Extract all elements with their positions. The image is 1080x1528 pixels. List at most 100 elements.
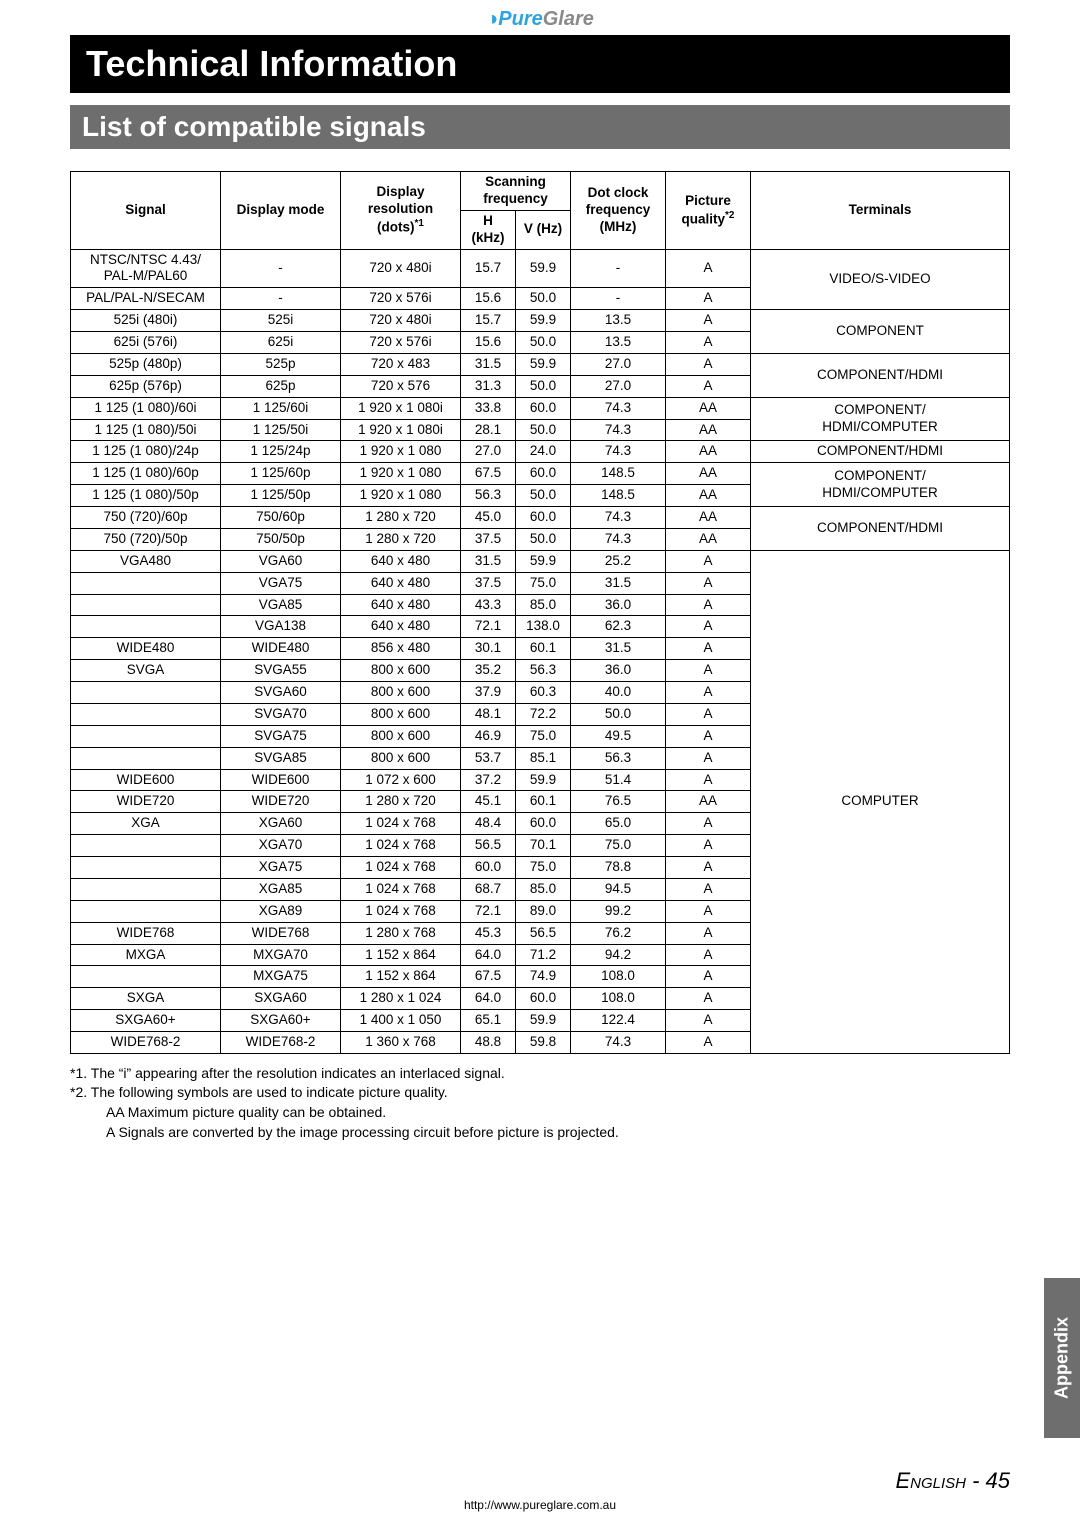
side-tab-appendix: Appendix bbox=[1044, 1278, 1080, 1438]
cell-pq: A bbox=[666, 747, 751, 769]
cell-mode: VGA85 bbox=[221, 594, 341, 616]
cell-h: 45.0 bbox=[461, 507, 516, 529]
cell-res: 1 024 x 768 bbox=[341, 878, 461, 900]
th-term: Terminals bbox=[751, 172, 1010, 250]
cell-v: 60.0 bbox=[516, 507, 571, 529]
cell-signal bbox=[71, 747, 221, 769]
cell-mode: XGA85 bbox=[221, 878, 341, 900]
brand-left: Pure bbox=[498, 8, 542, 30]
cell-pq: A bbox=[666, 1010, 751, 1032]
cell-h: 30.1 bbox=[461, 638, 516, 660]
cell-res: 1 152 x 864 bbox=[341, 966, 461, 988]
cell-dot: 13.5 bbox=[571, 310, 666, 332]
cell-signal: WIDE768 bbox=[71, 922, 221, 944]
cell-v: 72.2 bbox=[516, 703, 571, 725]
cell-v: 85.0 bbox=[516, 594, 571, 616]
cell-mode: XGA70 bbox=[221, 835, 341, 857]
th-pq-sup: *2 bbox=[725, 210, 734, 221]
cell-h: 65.1 bbox=[461, 1010, 516, 1032]
cell-pq: A bbox=[666, 249, 751, 288]
cell-mode: WIDE480 bbox=[221, 638, 341, 660]
cell-h: 15.6 bbox=[461, 288, 516, 310]
cell-h: 37.5 bbox=[461, 572, 516, 594]
cell-dot: 108.0 bbox=[571, 988, 666, 1010]
cell-v: 89.0 bbox=[516, 900, 571, 922]
table-row: NTSC/NTSC 4.43/PAL-M/PAL60-720 x 480i15.… bbox=[71, 249, 1010, 288]
cell-res: 800 x 600 bbox=[341, 703, 461, 725]
cell-pq: AA bbox=[666, 485, 751, 507]
cell-mode: SXGA60+ bbox=[221, 1010, 341, 1032]
cell-v: 60.1 bbox=[516, 638, 571, 660]
cell-h: 48.1 bbox=[461, 703, 516, 725]
footnotes: *1. The “i” appearing after the resoluti… bbox=[70, 1064, 1010, 1142]
cell-h: 67.5 bbox=[461, 463, 516, 485]
cell-signal: SXGA bbox=[71, 988, 221, 1010]
cell-pq: A bbox=[666, 310, 751, 332]
cell-pq: A bbox=[666, 725, 751, 747]
table-row: VGA480VGA60640 x 48031.559.925.2ACOMPUTE… bbox=[71, 550, 1010, 572]
cell-pq: A bbox=[666, 922, 751, 944]
cell-pq: A bbox=[666, 288, 751, 310]
cell-dot: - bbox=[571, 249, 666, 288]
cell-signal bbox=[71, 878, 221, 900]
th-signal: Signal bbox=[71, 172, 221, 250]
cell-h: 35.2 bbox=[461, 660, 516, 682]
footnote-aa: AA Maximum picture quality can be obtain… bbox=[106, 1103, 1010, 1123]
cell-signal bbox=[71, 594, 221, 616]
cell-signal bbox=[71, 966, 221, 988]
cell-h: 48.4 bbox=[461, 813, 516, 835]
cell-v: 85.1 bbox=[516, 747, 571, 769]
cell-v: 56.5 bbox=[516, 922, 571, 944]
cell-v: 75.0 bbox=[516, 572, 571, 594]
cell-h: 45.3 bbox=[461, 922, 516, 944]
cell-h: 31.5 bbox=[461, 353, 516, 375]
cell-res: 720 x 576i bbox=[341, 288, 461, 310]
cell-mode: SVGA75 bbox=[221, 725, 341, 747]
table-row: 1 125 (1 080)/60i1 125/60i1 920 x 1 080i… bbox=[71, 397, 1010, 419]
cell-mode: 525p bbox=[221, 353, 341, 375]
cell-mode: VGA75 bbox=[221, 572, 341, 594]
cell-dot: 74.3 bbox=[571, 507, 666, 529]
cell-v: 60.1 bbox=[516, 791, 571, 813]
cell-v: 59.9 bbox=[516, 353, 571, 375]
cell-signal bbox=[71, 835, 221, 857]
cell-v: 85.0 bbox=[516, 878, 571, 900]
cell-v: 59.9 bbox=[516, 249, 571, 288]
cell-mode: 1 125/50p bbox=[221, 485, 341, 507]
cell-dot: 74.3 bbox=[571, 397, 666, 419]
cell-v: 60.0 bbox=[516, 463, 571, 485]
cell-v: 59.9 bbox=[516, 550, 571, 572]
cell-term: COMPONENT/HDMI bbox=[751, 353, 1010, 397]
cell-res: 1 280 x 720 bbox=[341, 528, 461, 550]
cell-v: 60.0 bbox=[516, 813, 571, 835]
signals-table: Signal Display mode Display resolution (… bbox=[70, 171, 1010, 1054]
cell-res: 856 x 480 bbox=[341, 638, 461, 660]
cell-signal: WIDE768-2 bbox=[71, 1032, 221, 1054]
cell-res: 640 x 480 bbox=[341, 572, 461, 594]
cell-signal: XGA bbox=[71, 813, 221, 835]
cell-signal: WIDE480 bbox=[71, 638, 221, 660]
cell-term: COMPONENT/HDMI bbox=[751, 441, 1010, 463]
cell-mode: XGA89 bbox=[221, 900, 341, 922]
cell-signal: 1 125 (1 080)/60p bbox=[71, 463, 221, 485]
cell-signal bbox=[71, 572, 221, 594]
cell-signal: WIDE720 bbox=[71, 791, 221, 813]
cell-dot: 27.0 bbox=[571, 353, 666, 375]
cell-dot: 76.5 bbox=[571, 791, 666, 813]
cell-v: 60.3 bbox=[516, 682, 571, 704]
cell-v: 50.0 bbox=[516, 375, 571, 397]
cell-signal: SXGA60+ bbox=[71, 1010, 221, 1032]
cell-dot: 62.3 bbox=[571, 616, 666, 638]
footer-lang: English bbox=[895, 1468, 966, 1493]
table-row: 1 125 (1 080)/60p1 125/60p1 920 x 1 0806… bbox=[71, 463, 1010, 485]
cell-res: 1 152 x 864 bbox=[341, 944, 461, 966]
cell-pq: AA bbox=[666, 528, 751, 550]
cell-res: 720 x 576 bbox=[341, 375, 461, 397]
cell-mode: XGA75 bbox=[221, 857, 341, 879]
cell-signal: 1 125 (1 080)/60i bbox=[71, 397, 221, 419]
cell-dot: 74.3 bbox=[571, 1032, 666, 1054]
cell-res: 1 024 x 768 bbox=[341, 813, 461, 835]
cell-term: COMPONENT bbox=[751, 310, 1010, 354]
cell-pq: AA bbox=[666, 507, 751, 529]
cell-mode: 1 125/60i bbox=[221, 397, 341, 419]
